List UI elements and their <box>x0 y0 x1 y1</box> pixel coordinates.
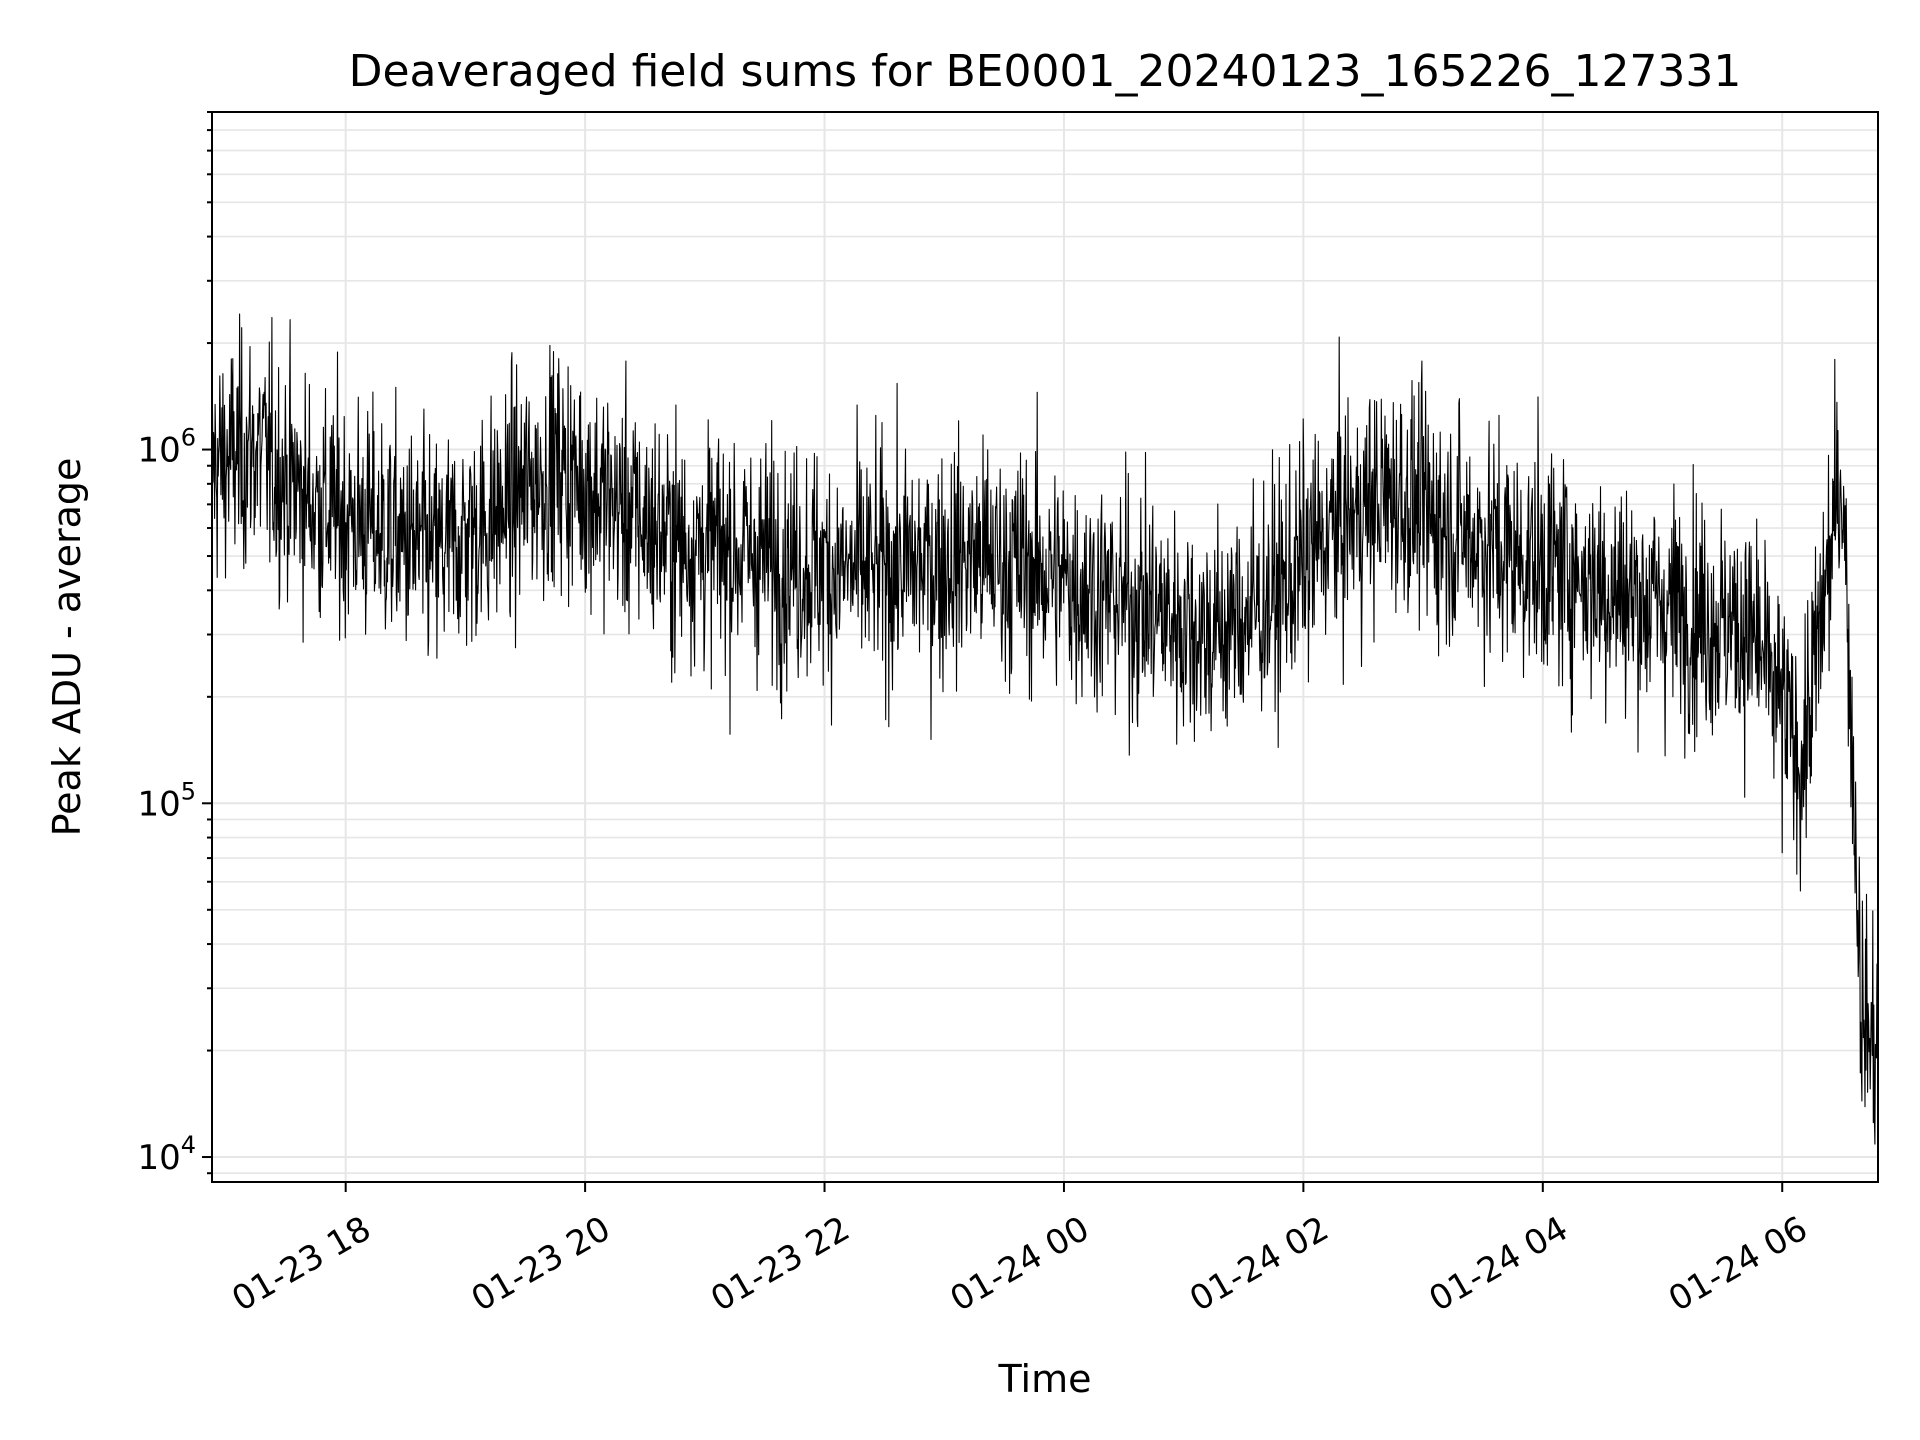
y-tick-base: 10 <box>137 431 180 471</box>
plot-frame <box>211 111 1879 1183</box>
chart-title: Deaveraged field sums for BE0001_2024012… <box>349 46 1742 97</box>
y-tick-exponent: 5 <box>181 777 196 805</box>
y-tick-base: 10 <box>137 784 180 824</box>
series-layer <box>211 313 1879 1145</box>
x-axis-label: Time <box>998 1357 1092 1401</box>
y-tick-label: 105 <box>137 777 196 824</box>
y-tick-label: 104 <box>137 1131 196 1178</box>
y-tick-exponent: 6 <box>181 424 196 452</box>
y-tick-label: 106 <box>137 424 196 471</box>
y-axis-label: Peak ADU - average <box>45 458 89 837</box>
y-tick-exponent: 4 <box>181 1131 196 1159</box>
y-tick-base: 10 <box>137 1138 180 1178</box>
series-line <box>211 313 1879 1145</box>
